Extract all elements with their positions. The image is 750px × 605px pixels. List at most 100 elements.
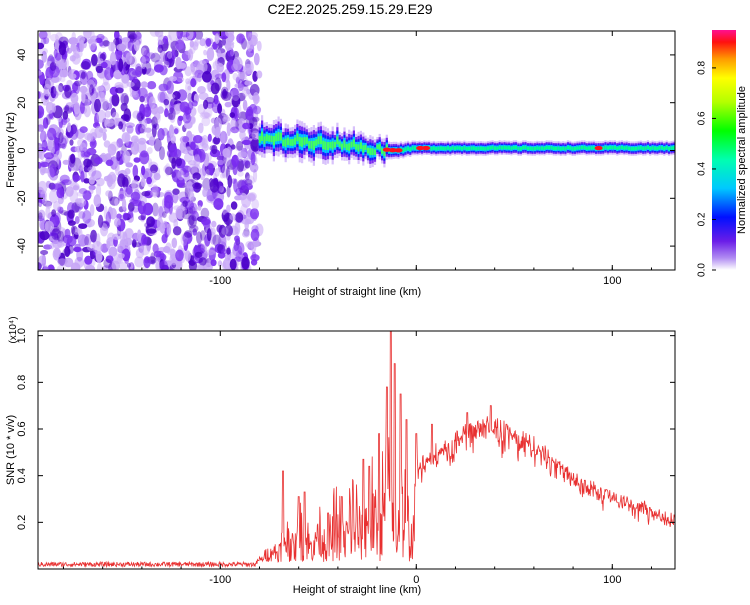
spectrogram-noise-blob bbox=[96, 262, 103, 270]
spectrogram-noise-blob bbox=[143, 106, 152, 118]
spectrogram-noise-blob bbox=[176, 176, 185, 188]
spectrogram-noise-blob bbox=[221, 72, 227, 83]
spectrogram-band-cell bbox=[326, 142, 330, 150]
spectrogram-noise-blob bbox=[42, 266, 49, 270]
spectrogram-noise-blob bbox=[88, 39, 97, 51]
spectrogram-noise-blob bbox=[170, 135, 176, 144]
spectrogram-noise-blob bbox=[84, 255, 93, 265]
spectrogram-noise-blob bbox=[161, 127, 169, 136]
spectrogram-band-cell bbox=[383, 149, 386, 157]
spectrogram-noise-blob bbox=[203, 49, 208, 56]
spectrogram-noise-blob bbox=[105, 190, 113, 197]
spectrogram-noise-blob bbox=[246, 106, 254, 117]
spectrogram-noise-blob bbox=[84, 132, 92, 141]
spectrogram-noise-blob bbox=[114, 198, 119, 206]
spectrogram-noise-blob bbox=[202, 188, 208, 198]
spectrogram-xlabel: Height of straight line (km) bbox=[293, 286, 421, 298]
spectrogram-noise-blob bbox=[56, 187, 64, 199]
spectrogram-band-cell bbox=[430, 147, 433, 151]
spectrogram-noise-blob bbox=[236, 33, 246, 44]
spectrogram-noise-blob bbox=[104, 67, 114, 81]
spectrogram-noise-blob bbox=[206, 228, 212, 242]
spectrogram-band-cell bbox=[522, 146, 525, 150]
spectrogram-noise-blob bbox=[245, 172, 250, 181]
spectrogram-noise-blob bbox=[142, 168, 153, 180]
spectrogram-noise-blob bbox=[189, 40, 195, 48]
spectrogram-band-cell bbox=[470, 146, 473, 150]
spectrogram-noise-blob bbox=[83, 158, 92, 168]
spectrogram-noise-blob bbox=[197, 205, 202, 211]
spectrogram-band-cell bbox=[404, 147, 407, 151]
spectrogram-noise-blob bbox=[139, 150, 150, 165]
spectrogram-noise-blob bbox=[53, 85, 64, 96]
spectrogram-noise-blob bbox=[232, 72, 239, 81]
spectrogram-noise-blob bbox=[44, 220, 55, 233]
spectrogram-noise-blob bbox=[123, 95, 129, 105]
y-tick-label: 1.0 bbox=[16, 328, 28, 343]
snr-frame bbox=[37, 330, 676, 570]
spectrogram-band-cell bbox=[632, 147, 635, 151]
spectrogram-band-cell bbox=[644, 146, 647, 150]
spectrogram-noise-blob bbox=[41, 50, 47, 63]
spectrogram-noise-blob bbox=[202, 177, 212, 191]
spectrogram-noise-blob bbox=[62, 234, 73, 244]
spectrogram-noise-blob bbox=[139, 244, 151, 256]
spectrogram-noise-blob bbox=[91, 54, 98, 66]
spectrogram-noise-blob bbox=[114, 48, 123, 61]
spectrogram-band-cell bbox=[371, 148, 374, 156]
spectrogram-noise-blob bbox=[151, 184, 159, 198]
spectrogram-band-cell bbox=[508, 146, 511, 150]
spectrogram-band-cell bbox=[317, 136, 320, 145]
spectrogram-noise-blob bbox=[148, 96, 156, 109]
spectrogram-noise-blob bbox=[67, 209, 75, 219]
x-tick-label: 100 bbox=[603, 574, 621, 586]
spectrogram-noise-blob bbox=[80, 71, 86, 80]
spectrogram-noise-blob bbox=[116, 224, 122, 237]
spectrogram-noise-blob bbox=[172, 192, 179, 204]
spectrogram-noise-blob bbox=[39, 130, 47, 143]
spectrogram-band-cell bbox=[635, 147, 638, 151]
spectrogram-noise-blob bbox=[123, 108, 132, 122]
spectrogram-noise-blob bbox=[205, 96, 215, 105]
spectrogram-noise-blob bbox=[71, 82, 79, 92]
spectrogram-noise-blob bbox=[148, 136, 156, 147]
spectrogram-band-cell bbox=[357, 144, 360, 152]
spectrogram-noise-blob bbox=[234, 212, 244, 223]
spectrogram-band-cell bbox=[486, 146, 489, 150]
spectrogram-noise-blob bbox=[199, 167, 206, 181]
spectrogram-noise-blob bbox=[116, 150, 121, 162]
spectrogram-band-cell bbox=[270, 135, 273, 143]
spectrogram-noise-blob bbox=[176, 76, 185, 83]
spectrogram-noise-blob bbox=[133, 39, 140, 52]
spectrogram-noise-blob bbox=[221, 91, 232, 102]
spectrogram-noise-blob bbox=[86, 70, 94, 81]
spectrogram-noise-blob bbox=[185, 81, 192, 95]
y-tick-label: 0 bbox=[16, 147, 28, 153]
spectrogram-noise-blob bbox=[90, 229, 98, 243]
spectrogram-noise-blob bbox=[117, 243, 126, 251]
spectrogram-noise-blob bbox=[252, 105, 262, 115]
spectrogram-noise-blob bbox=[179, 101, 190, 113]
spectrogram-noise-blob bbox=[109, 207, 117, 220]
spectrogram-noise-blob bbox=[169, 112, 176, 123]
spectrogram-band-cell bbox=[350, 141, 353, 148]
spectrogram-noise-blob bbox=[241, 256, 250, 270]
spectrogram-noise-blob bbox=[42, 117, 49, 129]
spectrogram-noise-blob bbox=[79, 126, 88, 133]
spectrogram-noise-blob bbox=[198, 92, 209, 100]
spectrogram-noise-blob bbox=[38, 255, 46, 264]
spectrogram-noise-blob bbox=[196, 264, 205, 270]
spectrogram-band-cell bbox=[446, 146, 449, 150]
spectrogram-noise-blob bbox=[70, 153, 76, 164]
spectrogram-noise-blob bbox=[217, 159, 225, 165]
spectrogram-noise-blob bbox=[80, 170, 85, 183]
spectrogram-noise-blob bbox=[229, 112, 236, 118]
spectrogram-band-cell bbox=[378, 144, 381, 150]
spectrogram-band-cell bbox=[500, 146, 504, 150]
spectrogram-noise-blob bbox=[217, 103, 223, 114]
spectrogram-noise-blob bbox=[245, 48, 255, 58]
spectrogram-noise-blob bbox=[46, 114, 51, 126]
spectrogram-noise-blob bbox=[171, 157, 177, 169]
spectrogram-noise-blob bbox=[213, 198, 224, 210]
